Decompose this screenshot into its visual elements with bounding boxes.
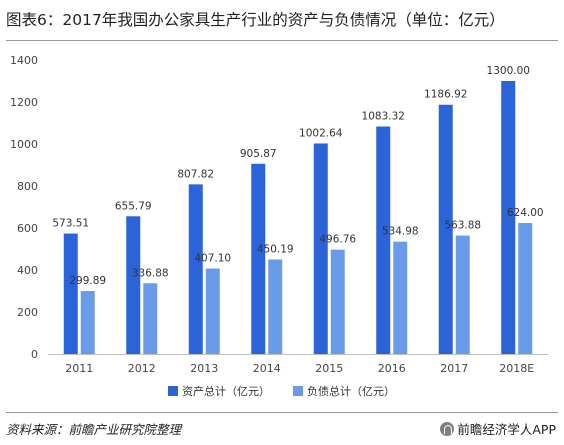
legend-label-asset: 资产总计（亿元）: [182, 384, 270, 398]
footer-divider: [6, 412, 558, 413]
asset-bar: [188, 184, 203, 354]
liability-value-label: 534.98: [382, 226, 419, 238]
liability-value-label: 563.88: [444, 220, 481, 232]
asset-bar: [251, 163, 266, 354]
liability-bar: [80, 291, 95, 354]
title-divider: [6, 40, 558, 41]
asset-value-label: 1083.32: [362, 111, 405, 123]
asset-value-label: 807.82: [177, 168, 214, 180]
asset-value-label: 1300.00: [487, 65, 530, 77]
asset-bar: [376, 126, 391, 354]
liability-bar: [268, 259, 283, 354]
y-tick-label: 800: [17, 180, 38, 193]
x-tick-label: 2016: [378, 362, 406, 375]
asset-value-label: 1002.64: [299, 127, 343, 139]
liability-bar: [393, 241, 408, 354]
x-tick-label: 2018E: [499, 362, 534, 375]
asset-bar: [63, 233, 78, 354]
source-note: 资料来源：前瞻产业研究院整理: [6, 422, 182, 437]
liability-bar: [205, 268, 220, 354]
liability-value-label: 496.76: [319, 234, 356, 246]
legend: 资产总计（亿元） 负债总计（亿元）: [168, 384, 395, 398]
x-axis-labels: 2011 2012 2013 2014 2015 2016 2017 2018E: [65, 362, 534, 375]
x-tick-label: 2012: [128, 362, 156, 375]
asset-bar: [313, 143, 328, 354]
y-tick-label: 1000: [10, 138, 38, 151]
liability-value-label: 407.10: [194, 253, 231, 265]
brand-mark: 前瞻经济学人APP: [440, 419, 556, 438]
y-tick-label: 1400: [10, 54, 38, 67]
asset-value-label: 905.87: [240, 148, 277, 160]
x-tick-label: 2017: [440, 362, 468, 375]
liability-bar: [143, 283, 158, 354]
liability-bar: [518, 222, 533, 354]
legend-label-liability: 负债总计（亿元）: [307, 384, 395, 398]
asset-value-label: 573.51: [52, 218, 89, 230]
x-tick-label: 2013: [190, 362, 218, 375]
y-axis-ticks: 0 200 400 600 800 1000 1200 1400: [10, 54, 38, 361]
chart-title: 图表6：2017年我国办公家具生产行业的资产与负债情况（单位：亿元）: [6, 11, 505, 29]
asset-bar: [438, 104, 453, 355]
asset-value-label: 1186.92: [424, 89, 467, 101]
bar-series: 573.51 299.89 655.79 336.88 807.82 407.10 905.…: [52, 65, 544, 355]
x-tick-label: 2015: [315, 362, 343, 375]
liability-value-label: 336.88: [132, 267, 169, 279]
asset-value-label: 655.79: [115, 200, 152, 212]
bar-chart: 0 200 400 600 800 1000 1200 1400 573.51 299.89 65…: [10, 54, 548, 398]
asset-bar: [501, 81, 516, 354]
liability-value-label: 624.00: [507, 207, 544, 219]
brand-logo-icon: [440, 421, 455, 436]
brand-name: 前瞻经济学人APP: [457, 422, 556, 437]
x-tick-label: 2011: [65, 362, 93, 375]
liability-bar: [330, 249, 345, 354]
y-tick-label: 200: [17, 306, 38, 319]
legend-swatch-asset: [168, 386, 178, 396]
x-tick-label: 2014: [253, 362, 281, 375]
y-tick-label: 400: [17, 264, 38, 277]
liability-bar: [455, 235, 470, 354]
y-tick-label: 600: [17, 222, 38, 235]
y-tick-label: 0: [31, 348, 38, 361]
asset-bar: [126, 216, 141, 354]
liability-value-label: 299.89: [69, 275, 106, 287]
liability-value-label: 450.19: [257, 243, 294, 255]
y-tick-label: 1200: [10, 96, 38, 109]
legend-swatch-liability: [293, 386, 303, 396]
